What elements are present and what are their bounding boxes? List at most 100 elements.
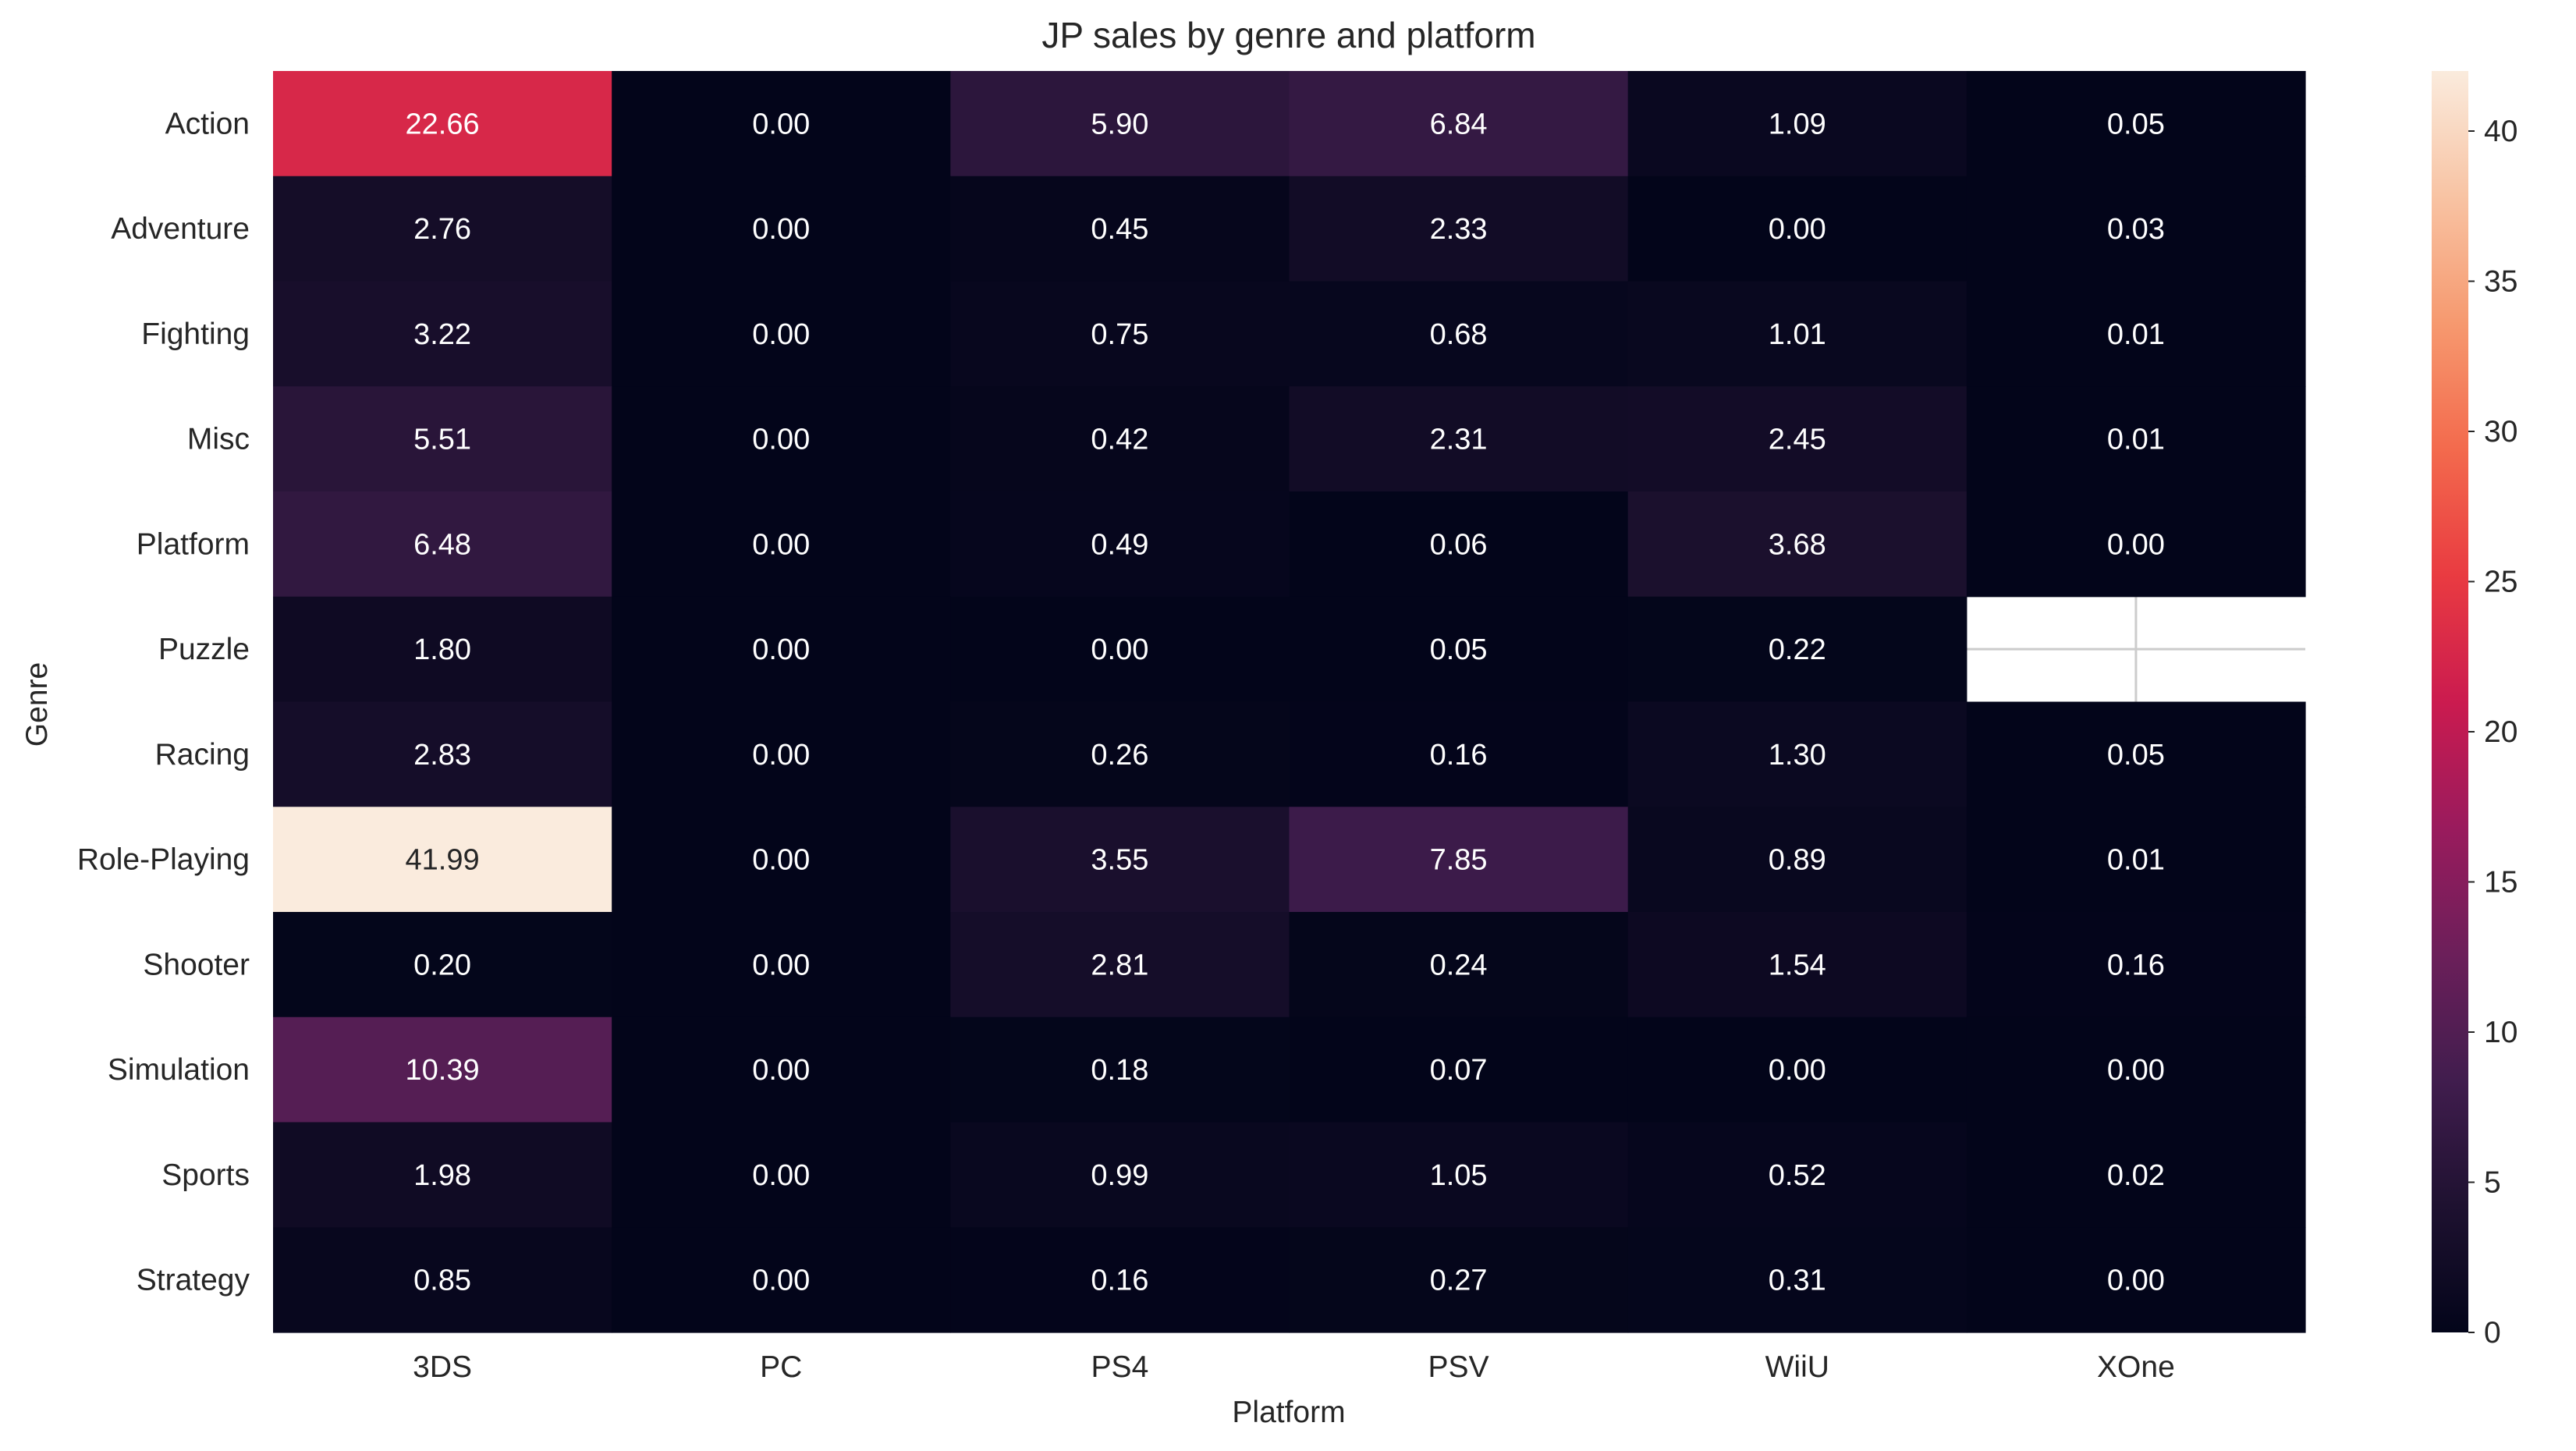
- cell-value-label: 0.00: [2107, 1054, 2165, 1087]
- cell-value-label: 0.00: [752, 213, 810, 246]
- cell-value-label: 10.39: [406, 1054, 480, 1087]
- cell-value-label: 0.00: [752, 1265, 810, 1297]
- heatmap-cell: [273, 701, 612, 807]
- cell-value-label: 5.51: [413, 424, 471, 456]
- chart-title: JP sales by genre and platform: [1041, 15, 1535, 55]
- cell-value-label: 0.89: [1769, 844, 1826, 877]
- x-axis-tick-labels: 3DS PC PS4 PSV WiiU XOne: [413, 1350, 2175, 1384]
- heatmap-cell: [612, 176, 951, 282]
- cell-value-label: 1.09: [1769, 108, 1826, 140]
- heatmap-cell: [1289, 701, 1629, 807]
- cell-value-label: 0.16: [1430, 739, 1488, 772]
- cell-value-label: 0.24: [1430, 949, 1488, 981]
- cell-value-label: 0.52: [1769, 1159, 1826, 1192]
- x-tick-label: PSV: [1428, 1350, 1489, 1384]
- cell-value-label: 0.00: [752, 424, 810, 456]
- cell-value-label: 1.01: [1769, 318, 1826, 351]
- heatmap-cell: [1289, 71, 1629, 177]
- cell-value-label: 7.85: [1430, 844, 1488, 877]
- heatmap-cell: [1289, 281, 1629, 387]
- cell-value-label: 0.75: [1091, 318, 1148, 351]
- cell-value-label: 0.05: [1430, 633, 1488, 666]
- heatmap-cell: [273, 176, 612, 282]
- heatmap-cell: [273, 1016, 612, 1123]
- cell-value-label: 6.48: [413, 528, 471, 561]
- cell-value-label: 6.84: [1430, 108, 1488, 140]
- heatmap-cell: [273, 386, 612, 492]
- heatmap-cell: [1289, 1016, 1629, 1123]
- cell-value-label: 0.00: [2107, 528, 2165, 561]
- cell-value-label: 0.22: [1769, 633, 1826, 666]
- heatmap-cell: [1966, 912, 2306, 1018]
- cell-value-label: 1.05: [1430, 1159, 1488, 1192]
- cell-value-label: 0.00: [752, 108, 810, 140]
- heatmap-cell: [1627, 1122, 1967, 1228]
- heatmap-cell: [612, 807, 951, 913]
- cell-value-label: 1.98: [413, 1159, 471, 1192]
- colorbar-tick-label: 10: [2484, 1016, 2517, 1049]
- heatmap-cell: [1966, 701, 2306, 807]
- colorbar: 0 5 10 15 20 25 30 35 40: [2432, 71, 2517, 1350]
- cell-value-label: 0.00: [1769, 1054, 1826, 1087]
- heatmap-cell: [950, 386, 1290, 492]
- colorbar-tick-label: 30: [2484, 415, 2517, 449]
- heatmap-cell: [950, 1227, 1290, 1333]
- heatmap-cell: [612, 701, 951, 807]
- heatmap-cell: [1289, 1227, 1629, 1333]
- cell-value-label: 0.26: [1091, 739, 1148, 772]
- heatmap-cell: [950, 807, 1290, 913]
- cell-value-label: 0.00: [1091, 633, 1148, 666]
- heatmap-cell: [950, 71, 1290, 177]
- y-tick-label: Sports: [161, 1158, 250, 1192]
- cell-value-label: 2.83: [413, 739, 471, 772]
- heatmap-cell: [950, 1016, 1290, 1123]
- cell-value-label: 0.16: [1091, 1265, 1148, 1297]
- cell-value-label: 0.07: [1430, 1054, 1488, 1087]
- colorbar-tick-label: 20: [2484, 715, 2517, 749]
- cell-value-label: 0.02: [2107, 1159, 2165, 1192]
- heatmap-cell: [950, 1122, 1290, 1228]
- heatmap-cell: [612, 1122, 951, 1228]
- heatmap-cell: [1966, 386, 2306, 492]
- colorbar-tick-label: 0: [2484, 1316, 2501, 1350]
- cell-value-label: 0.03: [2107, 213, 2165, 246]
- heatmap-cell: [1627, 1016, 1967, 1123]
- heatmap-cell: [612, 281, 951, 387]
- heatmap-cell: [273, 912, 612, 1018]
- cell-value-label: 0.68: [1430, 318, 1488, 351]
- heatmap-cell: [1289, 1122, 1629, 1228]
- cell-value-label: 2.33: [1430, 213, 1488, 246]
- heatmap-cell: [1627, 596, 1967, 703]
- colorbar-tick-label: 5: [2484, 1166, 2501, 1200]
- colorbar-gradient: [2432, 71, 2468, 1332]
- heatmap-cell: [1289, 596, 1629, 703]
- heatmap-cell: [612, 386, 951, 492]
- heatmap-cell: [612, 912, 951, 1018]
- x-tick-label: 3DS: [413, 1350, 472, 1384]
- heatmap-cell: [950, 491, 1290, 598]
- cell-value-label: 1.54: [1769, 949, 1826, 981]
- heatmap-cell: [1627, 386, 1967, 492]
- cell-value-label: 0.27: [1430, 1265, 1488, 1297]
- colorbar-tick-label: 25: [2484, 566, 2517, 599]
- heatmap-cell: [1627, 701, 1967, 807]
- cell-value-label: 0.85: [413, 1265, 471, 1297]
- cell-value-label: 0.31: [1769, 1265, 1826, 1297]
- cell-value-label: 0.00: [752, 318, 810, 351]
- heatmap-cell: [273, 596, 612, 703]
- x-tick-label: WiiU: [1765, 1350, 1829, 1384]
- heatmap-cell: [1627, 71, 1967, 177]
- y-axis-label: Genre: [20, 662, 54, 747]
- heatmap-cells: [273, 71, 2306, 1333]
- cell-value-label: 0.18: [1091, 1054, 1148, 1087]
- cell-value-label: 2.81: [1091, 949, 1148, 981]
- cell-value-label: 22.66: [406, 108, 480, 140]
- heatmap-cell: [612, 71, 951, 177]
- heatmap-cell: [273, 491, 612, 598]
- y-tick-label: Adventure: [111, 212, 250, 246]
- heatmap-cell: [612, 1227, 951, 1333]
- cell-value-label: 41.99: [406, 844, 480, 877]
- heatmap-cell: [1627, 912, 1967, 1018]
- cell-value-label: 1.30: [1769, 739, 1826, 772]
- heatmap-cell: [273, 807, 612, 913]
